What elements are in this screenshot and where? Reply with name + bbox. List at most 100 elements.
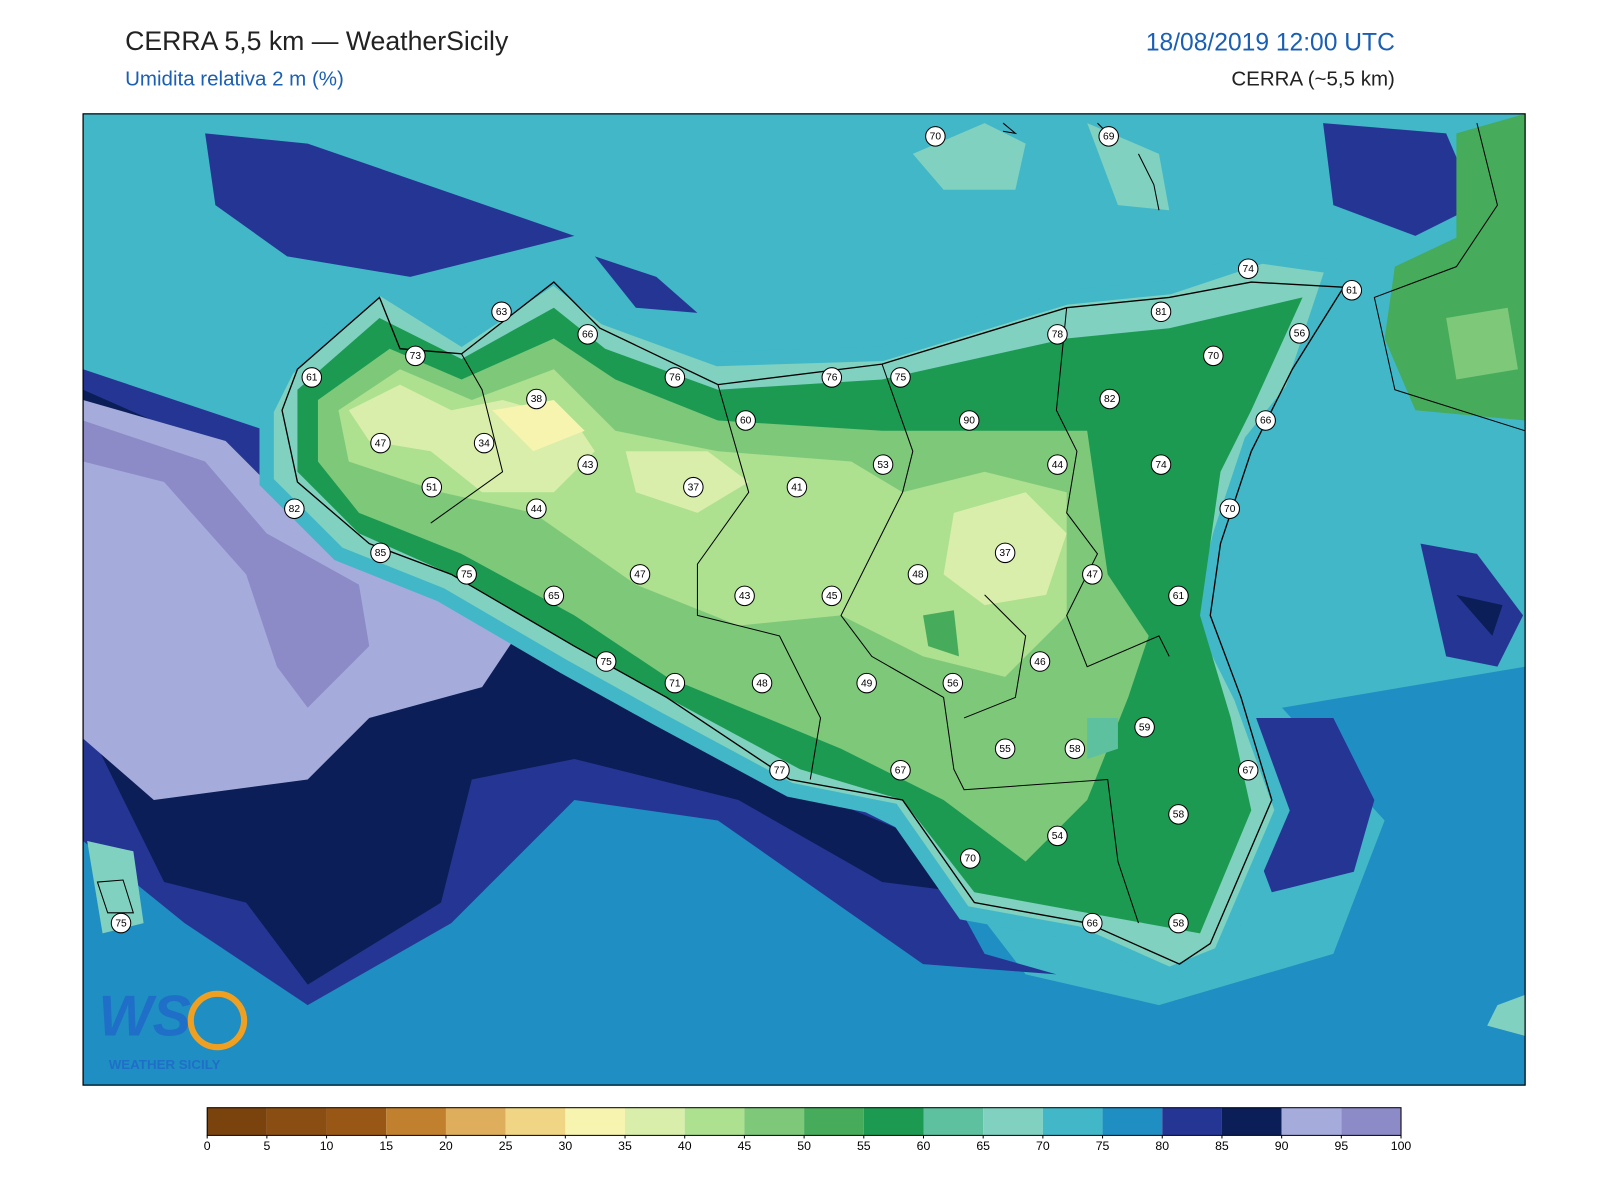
- station-value: 59: [1139, 722, 1151, 733]
- colorbar: 0 5 10 15 20 25 30 35 40 45 50 55 60 65 70 75 80 85 90 95 10…: [204, 1107, 1411, 1153]
- station-marker: [110, 912, 132, 934]
- colorbar-swatch: [266, 1107, 327, 1136]
- station-marker: [629, 564, 651, 585]
- station-marker: [370, 432, 391, 454]
- station-value: 46: [1034, 657, 1046, 668]
- station-value: 41: [791, 482, 803, 493]
- colorbar-swatch: [1341, 1107, 1402, 1136]
- station-marker: [526, 498, 547, 519]
- station-marker: [491, 301, 512, 323]
- station-marker: [751, 672, 773, 694]
- station-marker: [1029, 651, 1051, 672]
- station-value: 74: [1155, 460, 1167, 471]
- station-value: 90: [964, 416, 976, 427]
- station-marker: [1203, 345, 1224, 367]
- station-marker: [872, 454, 894, 475]
- station-value: 61: [306, 373, 318, 384]
- station-marker: [959, 848, 981, 869]
- stations: 70 69 74 63 66 81 61 56 73 78 70 61 76 76 75 82 38 60 90 66…: [110, 126, 1363, 934]
- station-value: 75: [115, 918, 127, 929]
- station-value: 37: [999, 548, 1011, 559]
- station-value: 74: [1243, 264, 1255, 275]
- station-marker: [958, 410, 980, 431]
- station-value: 70: [965, 854, 977, 865]
- colorbar-tick-label: 15: [379, 1139, 393, 1153]
- station-marker: [577, 324, 598, 345]
- station-value: 70: [930, 132, 942, 143]
- station-value: 34: [478, 438, 490, 449]
- station-marker: [577, 454, 598, 475]
- colorbar-swatch: [863, 1107, 924, 1136]
- station-marker: [1237, 258, 1259, 279]
- station-marker: [1341, 279, 1363, 301]
- station-marker: [301, 367, 323, 388]
- station-value: 61: [1346, 285, 1358, 296]
- colorbar-swatch: [1102, 1107, 1163, 1136]
- colorbar-tick-label: 65: [976, 1139, 990, 1153]
- station-marker: [370, 542, 391, 564]
- station-value: 43: [582, 460, 594, 471]
- datetime: 18/08/2019 12:00 UTC: [1146, 30, 1395, 57]
- station-value: 47: [634, 570, 646, 581]
- colorbar-swatch: [1221, 1107, 1282, 1136]
- station-marker: [543, 585, 565, 607]
- colorbar-swatch: [1042, 1107, 1103, 1136]
- station-marker: [1134, 716, 1155, 738]
- logo-text: WEATHER SICILY: [109, 1057, 221, 1072]
- station-value: 61: [1173, 591, 1185, 602]
- station-value: 48: [912, 570, 924, 581]
- station-marker: [856, 672, 877, 694]
- station-value: 70: [1208, 351, 1220, 362]
- station-value: 85: [375, 548, 387, 559]
- colorbar-tick-label: 35: [618, 1139, 632, 1153]
- station-value: 70: [1224, 504, 1236, 515]
- colorbar-tick-label: 10: [320, 1139, 334, 1153]
- station-marker: [1064, 738, 1086, 759]
- title: CERRA 5,5 km — WeatherSicily: [125, 26, 509, 56]
- station-value: 77: [774, 765, 786, 776]
- colorbar-tick-label: 70: [1036, 1139, 1050, 1153]
- station-value: 43: [739, 591, 751, 602]
- logo-mark: WS: [98, 985, 190, 1049]
- colorbar-tick-label: 20: [439, 1139, 453, 1153]
- station-value: 69: [1103, 132, 1115, 143]
- colorbar-swatch: [744, 1107, 805, 1136]
- station-value: 58: [1069, 744, 1081, 755]
- station-marker: [1168, 585, 1189, 607]
- station-marker: [1082, 912, 1103, 934]
- colorbar-tick-label: 30: [558, 1139, 572, 1153]
- station-value: 47: [375, 438, 387, 449]
- logo-sun: [187, 990, 248, 1051]
- station-value: 45: [826, 591, 838, 602]
- colorbar-swatch: [625, 1107, 685, 1136]
- station-value: 66: [1260, 416, 1272, 427]
- sicily-field: [259, 249, 1343, 983]
- colorbar-tick-label: 95: [1334, 1139, 1348, 1153]
- station-value: 47: [1087, 570, 1099, 581]
- station-marker: [1082, 564, 1103, 585]
- station-marker: [994, 738, 1016, 759]
- station-value: 58: [1173, 918, 1185, 929]
- colorbar-swatch: [1281, 1107, 1342, 1136]
- station-marker: [769, 759, 790, 781]
- station-value: 58: [1173, 810, 1185, 821]
- station-marker: [1047, 324, 1068, 345]
- station-value: 60: [740, 416, 752, 427]
- station-marker: [1150, 454, 1172, 475]
- station-marker: [1219, 498, 1240, 519]
- station-marker: [284, 498, 305, 519]
- station-marker: [1098, 126, 1119, 147]
- station-value: 65: [548, 591, 560, 602]
- station-marker: [786, 476, 808, 498]
- station-marker: [664, 367, 686, 388]
- logo: WS WEATHER SICILY: [98, 985, 248, 1072]
- station-value: 81: [1155, 307, 1167, 318]
- station-marker: [1099, 388, 1120, 410]
- station-value: 67: [1243, 765, 1255, 776]
- colorbar-tick-label: 25: [499, 1139, 513, 1153]
- station-marker: [1047, 825, 1068, 847]
- station-marker: [734, 585, 755, 607]
- station-value: 76: [826, 373, 838, 384]
- station-marker: [821, 367, 843, 388]
